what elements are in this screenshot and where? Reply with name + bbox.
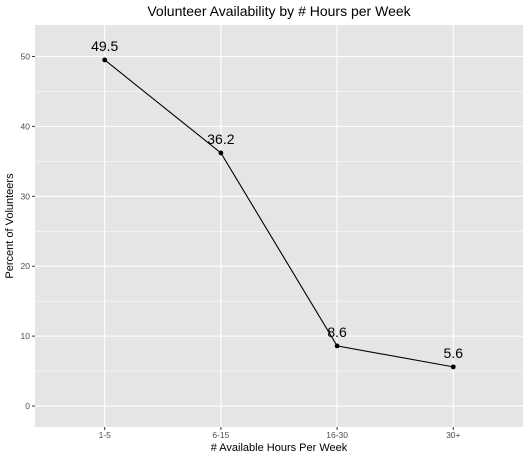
x-tick-label: 6-15	[212, 430, 229, 440]
plot-panel	[35, 25, 523, 427]
series-line	[104, 59, 454, 368]
y-tick-label: 0	[25, 401, 30, 411]
x-tick-label: 1-5	[99, 430, 112, 440]
x-tick-label: 30+	[446, 430, 460, 440]
major-gridlines	[35, 25, 523, 427]
data-label: 36.2	[207, 131, 234, 147]
y-tick-label: 30	[21, 191, 31, 201]
x-tick-label: 16-30	[326, 430, 348, 440]
data-point	[450, 364, 456, 370]
y-tick-label: 50	[21, 51, 31, 61]
y-tick-label: 20	[21, 261, 31, 271]
data-label: 8.6	[327, 324, 347, 340]
minor-gridlines	[35, 91, 523, 372]
y-axis-ticks: 0 10 20 30 40 50	[21, 51, 35, 411]
y-tick-label: 10	[21, 331, 31, 341]
chart-title: Volunteer Availability by # Hours per We…	[147, 3, 411, 19]
y-axis-title: Percent of Volunteers	[4, 173, 16, 279]
y-tick-label: 40	[21, 121, 31, 131]
data-label: 5.6	[444, 345, 464, 361]
x-axis-title: # Available Hours Per Week	[211, 442, 348, 454]
data-point	[102, 57, 108, 63]
data-point	[218, 150, 224, 156]
data-series: 49.5 36.2 8.6 5.6	[91, 38, 464, 370]
x-axis-ticks: 1-5 6-15 16-30 30+	[99, 427, 461, 440]
data-label: 49.5	[91, 38, 118, 54]
data-point	[334, 343, 340, 349]
